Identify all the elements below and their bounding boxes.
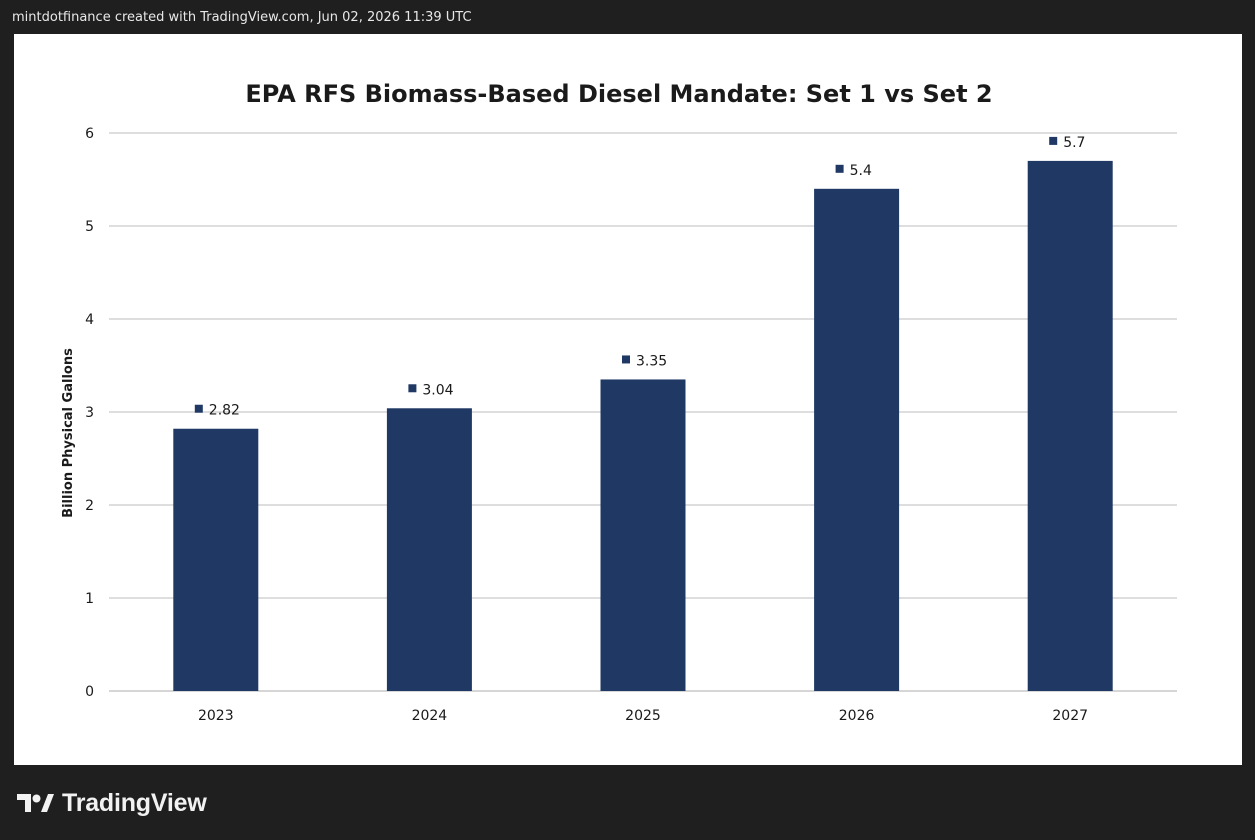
bars xyxy=(173,160,1113,692)
y-tick-label: 4 xyxy=(85,312,94,328)
data-label-marker xyxy=(622,355,630,364)
y-tick-label: 3 xyxy=(85,405,94,421)
data-label: 5.4 xyxy=(835,163,872,179)
tradingview-logo-icon xyxy=(17,794,54,812)
y-tick-label: 2 xyxy=(85,498,94,514)
data-label-text: 5.7 xyxy=(1063,135,1085,151)
data-label-marker xyxy=(194,404,203,413)
x-axis-ticks: 2023 2024 2025 2026 2027 xyxy=(198,708,1088,724)
data-label: 3.04 xyxy=(408,382,454,398)
chart-svg: EPA RFS Biomass-Based Diesel Mandate: Se… xyxy=(61,80,1177,724)
bar xyxy=(386,408,472,691)
data-label-text: 3.35 xyxy=(636,353,667,369)
data-labels: 2.82 3.04 3.35 5.4 5.7 xyxy=(194,135,1085,419)
data-label: 5.7 xyxy=(1049,135,1085,151)
bar xyxy=(814,188,900,692)
data-label-text: 2.82 xyxy=(209,403,240,419)
tradingview-brand: TradingView xyxy=(16,788,207,818)
x-tick-label: 2026 xyxy=(839,708,875,724)
x-tick-label: 2024 xyxy=(412,708,448,724)
data-label: 2.82 xyxy=(194,403,240,419)
bar xyxy=(173,428,259,691)
attribution-text: mintdotfinance created with TradingView.… xyxy=(12,10,472,25)
data-label-marker xyxy=(835,164,844,173)
data-label: 3.35 xyxy=(622,353,667,369)
gridlines xyxy=(109,132,1177,692)
x-tick-label: 2025 xyxy=(625,708,661,724)
x-tick-label: 2023 xyxy=(198,708,234,724)
y-tick-label: 1 xyxy=(85,591,94,607)
y-tick-label: 0 xyxy=(85,684,94,700)
data-label-marker xyxy=(1049,136,1058,145)
data-label-text: 5.4 xyxy=(850,163,872,179)
data-label-text: 3.04 xyxy=(422,382,453,398)
tradingview-wordmark: TradingView xyxy=(62,788,207,817)
y-axis-label: Billion Physical Gallons xyxy=(61,348,76,518)
x-tick-label: 2027 xyxy=(1052,708,1088,724)
bar xyxy=(1027,160,1113,691)
bar xyxy=(600,379,686,691)
data-label-marker xyxy=(408,384,417,393)
y-axis-ticks: 0 1 2 3 4 5 6 xyxy=(85,126,94,700)
chart-panel: EPA RFS Biomass-Based Diesel Mandate: Se… xyxy=(14,34,1242,765)
y-tick-label: 6 xyxy=(85,126,94,142)
chart-title: EPA RFS Biomass-Based Diesel Mandate: Se… xyxy=(245,80,992,108)
y-tick-label: 5 xyxy=(85,219,94,235)
